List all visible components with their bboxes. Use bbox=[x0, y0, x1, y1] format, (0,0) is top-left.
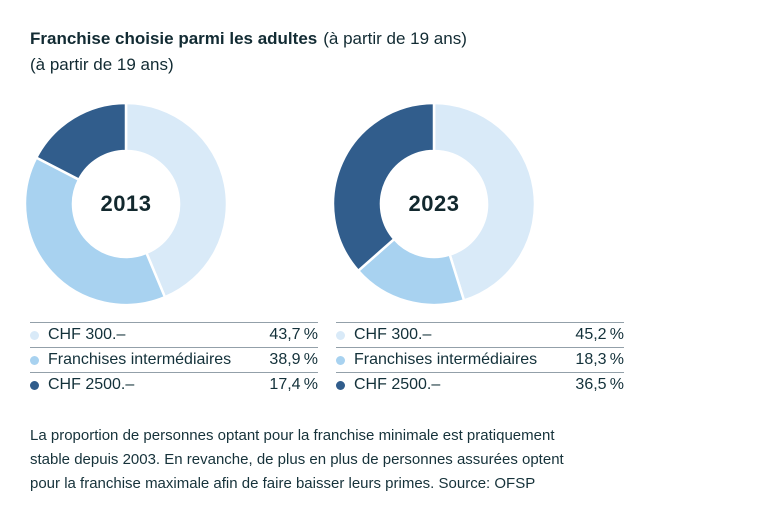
legend-row: CHF 300.– 45,2 % bbox=[336, 322, 624, 347]
legend-value: 17,4 % bbox=[269, 376, 318, 393]
chart-year-label-2023: 2023 bbox=[408, 191, 460, 216]
chart-year-label-2013: 2013 bbox=[100, 191, 152, 216]
donut-chart-2023: 2023 bbox=[328, 98, 540, 310]
donut-svg-2013 bbox=[23, 101, 229, 307]
legend-label: CHF 2500.– bbox=[354, 376, 441, 393]
legend-row: Franchises intermédiaires 18,3 % bbox=[336, 347, 624, 372]
footer-line: stable depuis 2003. En revanche, de plus… bbox=[30, 451, 564, 468]
page-title: Franchise choisie parmi les adultes bbox=[30, 29, 318, 48]
donut-segment-2013-2 bbox=[34, 101, 128, 182]
legend-label: CHF 2500.– bbox=[48, 376, 135, 393]
legend-row: CHF 2500.– 36,5 % bbox=[336, 372, 624, 397]
legend-color-dot bbox=[30, 380, 39, 390]
footer-line: pour la franchise maximale afin de faire… bbox=[30, 475, 536, 492]
legend-value: 45,2 % bbox=[575, 326, 624, 343]
legend-table-2023: CHF 300.– 45,2 % Franchises intermédiaires… bbox=[336, 322, 624, 397]
donut-chart-2013: 2013 bbox=[20, 98, 232, 310]
footer-note: La proportion de personnes optant pour l… bbox=[30, 424, 710, 496]
page-subtitle: (à partir de 19 ans) bbox=[30, 55, 174, 74]
legend-value: 18,3 % bbox=[575, 351, 624, 368]
donut-segment-2013-0 bbox=[124, 101, 229, 299]
legend-color-dot bbox=[336, 330, 345, 340]
legend-row: CHF 300.– 43,7 % bbox=[30, 322, 318, 347]
donut-svg-2023 bbox=[331, 101, 537, 307]
legend-row: CHF 2500.– 17,4 % bbox=[30, 372, 318, 397]
donut-segment-2023-0 bbox=[432, 101, 537, 303]
legend-value: 38,9 % bbox=[269, 351, 318, 368]
legend-label: CHF 300.– bbox=[48, 326, 126, 343]
donut-segment-2023-2 bbox=[331, 101, 436, 273]
donut-segment-2013-1 bbox=[23, 155, 167, 307]
page-title-suffix: (à partir de 19 ans) bbox=[323, 29, 467, 48]
legend-color-dot bbox=[30, 355, 39, 365]
legend-table-2013: CHF 300.– 43,7 % Franchises intermédiaires… bbox=[30, 322, 318, 397]
legend-label: Franchises intermédiaires bbox=[354, 351, 538, 368]
legend-color-dot bbox=[336, 380, 345, 390]
page-title-line1: Franchise choisie parmi les adultes (à pa… bbox=[30, 26, 467, 52]
legend-label: Franchises intermédiaires bbox=[48, 351, 232, 368]
footer-line: La proportion de personnes optant pour l… bbox=[30, 427, 555, 444]
legend-value: 43,7 % bbox=[269, 326, 318, 343]
legend-value: 36,5 % bbox=[575, 376, 624, 393]
legend-color-dot bbox=[30, 330, 39, 340]
legend-label: CHF 300.– bbox=[354, 326, 432, 343]
header: Franchise choisie parmi les adultes (à pa… bbox=[30, 26, 467, 78]
legend-row: Franchises intermédiaires 38,9 % bbox=[30, 347, 318, 372]
legend-color-dot bbox=[336, 355, 345, 365]
